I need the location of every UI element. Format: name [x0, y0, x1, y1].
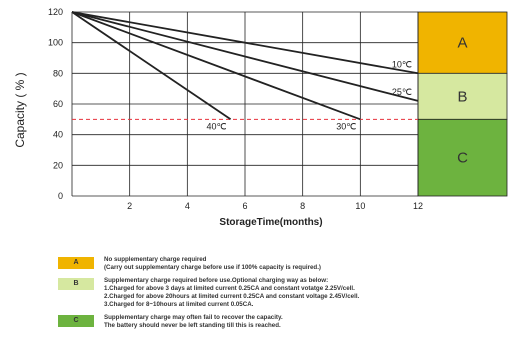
zone-bands: A B C [417, 11, 508, 197]
zone-label-c: C [457, 150, 468, 167]
x-tick-label: 6 [242, 201, 247, 211]
legend-line: (Carry out supplementary charge before u… [104, 264, 321, 271]
tick-labels: 0 20 40 60 80 100 120 2 4 6 8 10 12 [48, 7, 423, 211]
series-line [71, 11, 232, 121]
legend-swatch: C [58, 315, 94, 327]
legend-swatch: B [58, 278, 94, 290]
legend-item-b: B Supplementary charge required before us… [58, 277, 478, 309]
chart-grid [71, 11, 419, 197]
legend-line: The battery should never be left standin… [104, 322, 281, 329]
x-axis-title: StorageTime(months) [219, 217, 322, 228]
y-tick-label: 60 [53, 99, 63, 109]
series-label: 30℃ [336, 121, 356, 131]
series-label: 25℃ [392, 87, 412, 97]
x-tick-label: 8 [300, 201, 305, 211]
zone-label-a: A [457, 35, 467, 52]
y-tick-label: 20 [53, 160, 63, 170]
legend-line: 2.Charged for above 20hours at limited c… [104, 293, 360, 300]
y-axis-title: Capacity ( % ) [13, 72, 27, 147]
x-tick-label: 10 [355, 201, 365, 211]
series-labels: 10℃ 25℃ 30℃ 40℃ [206, 59, 412, 131]
series-line [71, 11, 419, 75]
y-tick-label: 80 [53, 68, 63, 78]
zone-label-b: B [457, 88, 467, 105]
capacity-chart: A B C 0 20 40 60 80 100 120 2 4 6 8 10 12 10℃ 25℃ 30℃ 40℃… [13, 7, 508, 228]
legend-item-a: A No supplementary charge required (Carry … [58, 256, 478, 272]
y-tick-label: 120 [48, 7, 63, 17]
legend-text: Supplementary charge may often fail to r… [104, 314, 283, 330]
legend-item-c: C Supplementary charge may often fail to … [58, 314, 478, 330]
series-lines [71, 11, 419, 121]
series-label: 10℃ [392, 59, 412, 69]
legend-swatch: A [58, 257, 94, 269]
series-line [71, 11, 361, 121]
zone-c [417, 118, 508, 197]
x-tick-label: 12 [413, 201, 423, 211]
y-tick-label: 100 [48, 38, 63, 48]
x-tick-label: 4 [185, 201, 190, 211]
series-label: 40℃ [206, 121, 226, 131]
series-line [71, 11, 419, 102]
legend-line: No supplementary charge required [104, 256, 207, 263]
legend: A No supplementary charge required (Carry … [58, 256, 478, 335]
legend-line: 3.Charged for 8~10hours at limited curre… [104, 301, 254, 308]
legend-text: Supplementary charge required before use… [104, 277, 359, 309]
x-tick-label: 2 [127, 201, 132, 211]
legend-text: No supplementary charge required (Carry o… [104, 256, 321, 272]
legend-line: Supplementary charge required before use… [104, 277, 329, 284]
zone-a [417, 11, 508, 74]
y-tick-label: 0 [58, 191, 63, 201]
y-tick-label: 40 [53, 130, 63, 140]
zone-b [417, 72, 508, 120]
legend-line: Supplementary charge may often fail to r… [104, 314, 283, 321]
legend-line: 1.Charged for above 3 days at limited cu… [104, 285, 355, 292]
